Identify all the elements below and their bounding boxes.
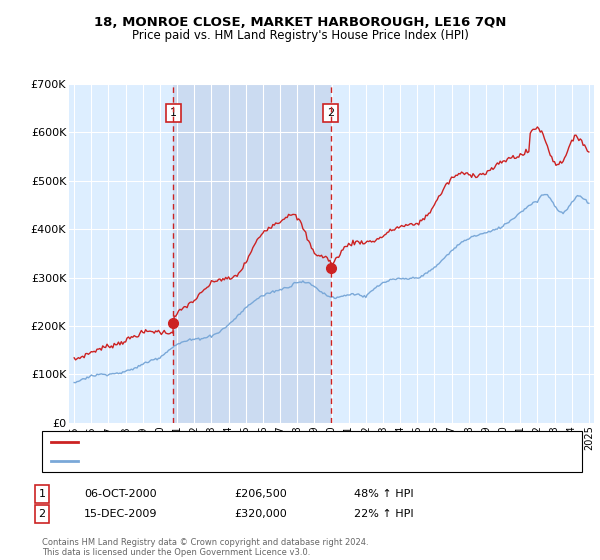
Text: 2: 2 <box>38 509 46 519</box>
Text: Price paid vs. HM Land Registry's House Price Index (HPI): Price paid vs. HM Land Registry's House … <box>131 29 469 42</box>
Text: 1: 1 <box>38 489 46 499</box>
Text: 2: 2 <box>327 108 334 118</box>
Text: £206,500: £206,500 <box>234 489 287 499</box>
Text: Contains HM Land Registry data © Crown copyright and database right 2024.
This d: Contains HM Land Registry data © Crown c… <box>42 538 368 557</box>
Text: 48% ↑ HPI: 48% ↑ HPI <box>354 489 413 499</box>
Text: 18, MONROE CLOSE, MARKET HARBOROUGH, LE16 7QN: 18, MONROE CLOSE, MARKET HARBOROUGH, LE1… <box>94 16 506 29</box>
Text: 06-OCT-2000: 06-OCT-2000 <box>84 489 157 499</box>
Bar <box>173 84 331 423</box>
Text: £320,000: £320,000 <box>234 509 287 519</box>
Text: 22% ↑ HPI: 22% ↑ HPI <box>354 509 413 519</box>
Text: 18, MONROE CLOSE, MARKET HARBOROUGH, LE16 7QN (detached house): 18, MONROE CLOSE, MARKET HARBOROUGH, LE1… <box>83 437 452 447</box>
Text: 15-DEC-2009: 15-DEC-2009 <box>84 509 157 519</box>
Text: HPI: Average price, detached house, Harborough: HPI: Average price, detached house, Harb… <box>83 456 326 466</box>
Text: 1: 1 <box>170 108 177 118</box>
